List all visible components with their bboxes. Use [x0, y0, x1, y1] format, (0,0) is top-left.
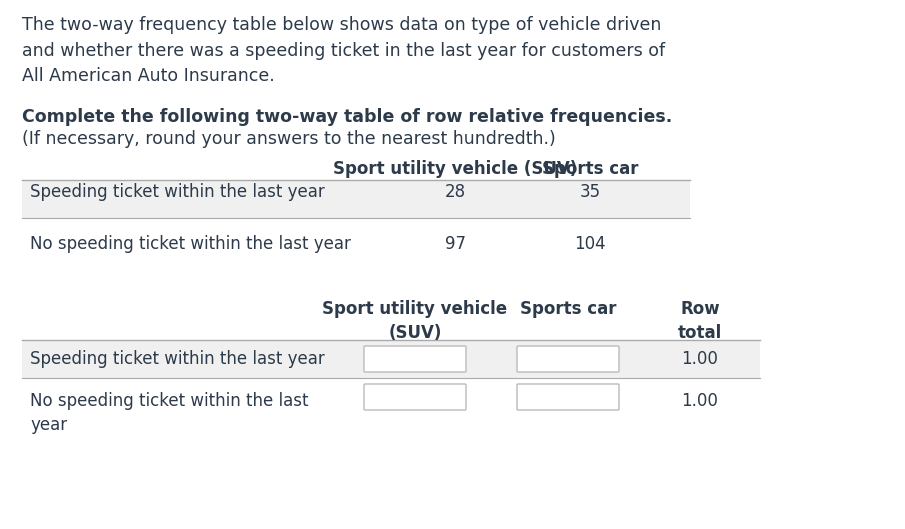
Text: Sports car: Sports car: [542, 160, 638, 178]
Text: 1.00: 1.00: [681, 350, 719, 368]
FancyBboxPatch shape: [22, 180, 690, 218]
FancyBboxPatch shape: [517, 384, 619, 410]
Text: 1.00: 1.00: [681, 392, 719, 410]
FancyBboxPatch shape: [364, 384, 466, 410]
Text: Complete the following two-way table of row relative frequencies.: Complete the following two-way table of …: [22, 108, 672, 126]
Text: 97: 97: [444, 235, 465, 253]
Text: Sport utility vehicle
(SUV): Sport utility vehicle (SUV): [322, 300, 508, 342]
Text: Row
total: Row total: [678, 300, 722, 342]
Text: (If necessary, round your answers to the nearest hundredth.): (If necessary, round your answers to the…: [22, 130, 556, 148]
FancyBboxPatch shape: [517, 346, 619, 372]
Text: No speeding ticket within the last
year: No speeding ticket within the last year: [30, 392, 309, 434]
Text: Speeding ticket within the last year: Speeding ticket within the last year: [30, 350, 325, 368]
Text: 104: 104: [574, 235, 605, 253]
Text: No speeding ticket within the last year: No speeding ticket within the last year: [30, 235, 351, 253]
Text: Sport utility vehicle (SUV): Sport utility vehicle (SUV): [333, 160, 577, 178]
Text: 28: 28: [444, 183, 465, 201]
Text: The two-way frequency table below shows data on type of vehicle driven
and wheth: The two-way frequency table below shows …: [22, 16, 665, 85]
Text: 35: 35: [579, 183, 601, 201]
Text: Speeding ticket within the last year: Speeding ticket within the last year: [30, 183, 325, 201]
FancyBboxPatch shape: [22, 340, 760, 378]
FancyBboxPatch shape: [364, 346, 466, 372]
Text: Sports car: Sports car: [519, 300, 616, 318]
